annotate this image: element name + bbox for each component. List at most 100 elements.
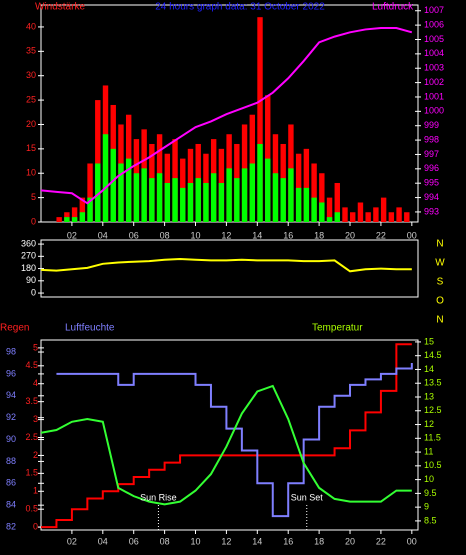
y-tick-label: 3 (33, 414, 38, 424)
y2-tick-label: 82 (6, 521, 16, 531)
x-tick-label: 22 (376, 230, 386, 240)
y-tick-label: 1 (33, 486, 38, 496)
bar (234, 178, 240, 222)
x-tick-label: 08 (160, 230, 170, 240)
bar (334, 182, 340, 222)
y-tick-label: 20 (26, 119, 36, 129)
bar (102, 134, 109, 222)
bar (87, 163, 93, 222)
direction-label: O (436, 296, 444, 307)
bar (311, 163, 317, 222)
bar (272, 173, 279, 222)
bar (326, 197, 333, 222)
x-tick-label: 06 (129, 536, 139, 546)
bar (95, 100, 101, 222)
bar (326, 217, 333, 222)
y-tick-label: 2 (33, 450, 38, 460)
y3-tick-label: 11 (424, 446, 433, 456)
y2-tick-label: 1004 (424, 48, 444, 58)
bar (342, 207, 348, 222)
x-tick-label: 12 (221, 230, 231, 240)
direction-label: N (436, 239, 443, 250)
y3-tick-label: 14 (424, 364, 434, 374)
bar (195, 178, 201, 222)
bar (241, 168, 248, 222)
y2-tick-label: 96 (6, 368, 16, 378)
y3-tick-label: 10.5 (424, 460, 442, 470)
bar (249, 163, 255, 222)
x-tick-label: 10 (191, 536, 201, 546)
y-tick-label: 25 (26, 94, 36, 104)
y-tick-label: 1.5 (25, 468, 38, 478)
y3-tick-label: 10 (424, 474, 434, 484)
bar (187, 182, 194, 222)
bar (226, 168, 232, 222)
bar (311, 197, 317, 222)
annotation: Sun Set (291, 492, 324, 502)
plot-frame (40, 339, 419, 531)
bar (125, 158, 132, 222)
y3-tick-label: 8.5 (424, 515, 437, 525)
y2-tick-label: 1001 (424, 91, 444, 101)
bar (350, 212, 356, 222)
x-tick-label: 00 (407, 536, 417, 546)
y3-tick-label: 14.5 (424, 350, 442, 360)
bar (257, 143, 263, 222)
y2-tick-label: 999 (424, 120, 439, 130)
x-tick-label: 16 (283, 536, 293, 546)
y2-tick-label: 90 (6, 434, 16, 444)
bar (288, 168, 294, 222)
bar (303, 187, 310, 222)
y-tick-label: 30 (26, 70, 36, 80)
y-tick-label: 0 (31, 216, 36, 226)
y2-tick-label: 92 (6, 412, 16, 422)
x-tick-label: 04 (98, 230, 108, 240)
line (41, 258, 412, 273)
bar (71, 207, 78, 222)
bar (110, 148, 116, 222)
x-tick-label: 14 (252, 536, 262, 546)
x-tick-label: 20 (345, 536, 355, 546)
x-tick-label: 22 (376, 536, 386, 546)
axis-title: Windstärke (35, 2, 85, 13)
y-tick-label: 3.5 (25, 396, 38, 406)
y3-tick-label: 12 (424, 419, 434, 429)
y3-tick-label: 12.5 (424, 405, 442, 415)
y2-tick-label: 98 (6, 346, 16, 356)
x-tick-label: 06 (129, 230, 139, 240)
axis-title: Regen (0, 323, 29, 334)
bar (380, 197, 387, 222)
bar (388, 212, 395, 222)
bar (118, 163, 124, 222)
bar (149, 178, 155, 222)
bar (64, 217, 70, 222)
y-tick-label: 360 (21, 238, 36, 248)
y2-tick-label: 1002 (424, 77, 444, 87)
y-tick-label: 10 (26, 168, 36, 178)
bar (95, 163, 101, 222)
step-line (41, 343, 412, 529)
annotation: Sun Rise (140, 492, 177, 502)
bar (218, 182, 225, 222)
axis-title: Temperatur (312, 323, 363, 334)
y2-tick-label: 995 (424, 178, 439, 188)
x-tick-label: 12 (221, 536, 231, 546)
axis-title: Luftfeuchte (65, 323, 115, 334)
x-tick-label: 02 (67, 536, 77, 546)
y2-tick-label: 997 (424, 149, 439, 159)
y2-tick-label: 86 (6, 478, 16, 488)
y-tick-label: 0 (31, 287, 36, 297)
bar (156, 173, 163, 222)
y2-tick-label: 994 (424, 192, 439, 202)
bar (404, 212, 410, 222)
bar (172, 178, 178, 222)
y-tick-label: 180 (21, 263, 36, 273)
y-tick-label: 90 (26, 275, 36, 285)
x-tick-label: 04 (98, 536, 108, 546)
y3-tick-label: 9 (424, 502, 429, 512)
y2-tick-label: 84 (6, 500, 16, 510)
direction-label: W (435, 258, 445, 269)
y2-tick-label: 1007 (424, 5, 444, 15)
bar (210, 173, 217, 222)
